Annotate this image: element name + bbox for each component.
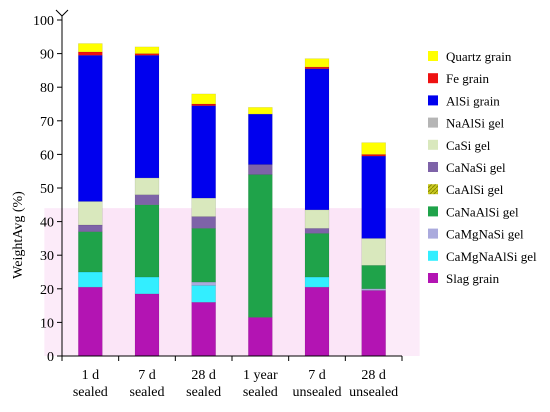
bar-segment-slag-grain <box>248 317 273 357</box>
legend-label: Quartz grain <box>446 49 512 64</box>
x-category-label: 28 d <box>191 368 216 383</box>
legend-label: CaNaSi gel <box>446 160 506 175</box>
y-tick-label: 0 <box>47 350 54 365</box>
x-category-label: unsealed <box>293 385 342 400</box>
bar-segment-quartz-grain <box>134 46 160 54</box>
bar-segment-canaalsi-gel <box>361 265 386 290</box>
bar-segment-alsi-grain <box>361 155 386 239</box>
legend-swatch <box>428 139 438 150</box>
x-category-label: sealed <box>186 385 221 400</box>
legend-label: CaSi gel <box>446 138 491 153</box>
y-tick-label: 80 <box>40 81 54 96</box>
bar-segment-camgnaalsi-gel <box>134 276 160 295</box>
bar-segment-fe-grain <box>191 103 216 106</box>
y-axis: 0 10 20 30 40 50 60 70 80 90 100 <box>33 9 69 365</box>
legend-swatch <box>428 228 438 239</box>
legend-label: CaNaAlSi gel <box>446 204 519 219</box>
legend-label: CaAlSi gel <box>446 182 504 197</box>
bar-segment-canaalsi-gel <box>191 228 216 283</box>
bar-segment-slag-grain <box>134 293 160 357</box>
bar-segment-quartz-grain <box>304 58 330 68</box>
bar-segment-alsi-grain <box>191 105 216 199</box>
bar-segment-canaalsi-gel <box>78 231 103 273</box>
bar-segment-casi-gel <box>134 177 160 195</box>
y-tick-label: 40 <box>40 216 54 231</box>
x-category-label: 7 d <box>308 368 326 383</box>
bar-segment-canaalsi-gel <box>134 204 160 278</box>
legend-label: AlSi grain <box>446 93 500 108</box>
bar-segment-slag-grain <box>191 301 216 357</box>
bar-segment-fe-grain <box>78 51 103 56</box>
y-axis-title: WeightAvg (%) <box>11 191 26 279</box>
y-tick-label: 90 <box>40 48 54 63</box>
legend-label: Slag grain <box>446 271 500 286</box>
bar-segment-canasi-gel <box>78 224 103 232</box>
legend-swatch <box>428 184 438 195</box>
legend-swatch <box>428 206 438 217</box>
bar-segment-quartz-grain <box>248 107 273 115</box>
legend-swatch <box>428 51 438 61</box>
x-axis: 1 d sealed 7 d sealed 28 d sealed 1 year sealed… <box>61 355 403 400</box>
plot-area <box>44 43 420 357</box>
bar-segment-alsi-grain <box>134 55 160 179</box>
x-category-label: 1 d <box>82 368 100 383</box>
bar-segment-camgnaalsi-gel <box>304 276 330 288</box>
bar-segment-slag-grain <box>78 286 103 357</box>
bar-segment-camgnaalsi-gel <box>78 271 103 288</box>
legend-label: Fe grain <box>446 71 489 86</box>
bar-segment-alsi-grain <box>304 68 330 211</box>
bar-segment-casi-gel <box>304 209 330 229</box>
y-tick-label: 60 <box>40 148 54 163</box>
y-tick-label: 30 <box>40 249 54 264</box>
bar-segment-camgnasi-gel <box>361 288 386 291</box>
bar-segment-slag-grain <box>304 286 330 357</box>
bar-segment-canasi-gel <box>304 228 330 234</box>
bar-segment-canaalsi-gel <box>248 174 273 318</box>
bar-segment-canasi-gel <box>191 216 216 229</box>
y-tick-label: 50 <box>40 182 54 197</box>
bar-segment-fe-grain <box>304 66 330 69</box>
bar-segment-quartz-grain <box>191 93 216 105</box>
x-category-label: sealed <box>243 385 278 400</box>
bar-segment-quartz-grain <box>78 43 103 53</box>
bar-segment-casi-gel <box>78 201 103 226</box>
bar-segment-fe-grain <box>361 154 386 157</box>
bar-segment-quartz-grain <box>361 142 386 155</box>
legend-swatch <box>428 162 438 172</box>
legend-swatch <box>428 273 438 283</box>
bar-segment-alsi-grain <box>248 113 273 165</box>
legend-swatch <box>428 95 438 106</box>
bar-segment-fe-grain <box>134 53 160 56</box>
legend-label: CaMgNaSi gel <box>446 227 524 242</box>
x-category-label: 28 d <box>361 368 386 383</box>
bar-segment-canaalsi-gel <box>304 233 330 278</box>
y-tick-label: 100 <box>33 14 54 29</box>
legend-swatch <box>428 73 438 84</box>
y-tick-label: 20 <box>40 283 54 298</box>
legend-label: NaAlSi gel <box>446 116 505 131</box>
bar-segment-slag-grain <box>361 290 386 357</box>
x-category-label: unsealed <box>349 385 398 400</box>
bar-segment-canasi-gel <box>134 194 160 206</box>
y-tick-label: 10 <box>40 316 54 331</box>
bar-segment-camgnasi-gel <box>191 281 216 286</box>
x-category-label: 1 year <box>243 368 278 383</box>
bar-segment-canasi-gel <box>248 164 273 175</box>
y-tick-label: 70 <box>40 115 54 130</box>
x-category-label: sealed <box>130 385 165 400</box>
bar-segment-alsi-grain <box>78 55 103 202</box>
legend-swatch <box>428 250 438 261</box>
legend: Quartz grain Fe grain AlSi grain NaAlSi gel… <box>428 49 537 286</box>
x-category-label: 7 d <box>138 368 156 383</box>
y-axis-arrow <box>55 9 69 17</box>
x-category-label: sealed <box>73 385 108 400</box>
bar-segment-casi-gel <box>191 197 216 217</box>
legend-swatch <box>428 117 438 128</box>
bar-segment-casi-gel <box>361 238 386 266</box>
bar-segment-camgnaalsi-gel <box>191 285 216 303</box>
legend-label: CaMgNaAlSi gel <box>446 249 537 264</box>
